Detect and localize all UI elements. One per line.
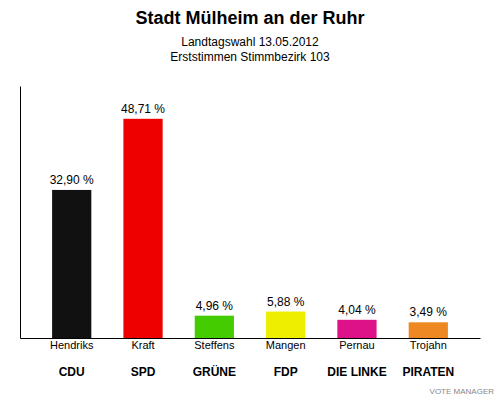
bar: [52, 190, 91, 338]
annotation: VOTE MANAGER: [430, 387, 495, 396]
data-labels: 32,90 % 48,71 % 4,96 % 5,88 % 4,04 % 3,49 %: [50, 102, 448, 319]
data-label: 3,49 %: [410, 305, 448, 319]
x-tick: Trojahn: [410, 339, 447, 351]
party-label: DIE LINKE: [327, 365, 386, 379]
bar: [123, 119, 162, 338]
party-label: SPD: [131, 365, 156, 379]
x-tick: Kraft: [131, 339, 154, 351]
party-label: PIRATEN: [402, 365, 454, 379]
data-label: 4,04 %: [338, 303, 376, 317]
x-tick-label: Kraft: [131, 339, 154, 351]
y-axis: [20, 87, 21, 339]
subtitle: Erststimmen Stimmbezirk 103: [170, 50, 330, 64]
bars: [52, 119, 448, 338]
x-tick-label: Pernau: [339, 339, 374, 351]
party-label: GRÜNE: [193, 364, 236, 379]
party-label: CDU: [59, 365, 85, 379]
x-tick: Hendriks: [50, 339, 94, 351]
chart-svg: Stadt Mülheim an der Ruhr Landtagswahl 13…: [0, 0, 500, 400]
data-label: 32,90 %: [50, 173, 94, 187]
x-tick-label: Trojahn: [410, 339, 447, 351]
party-labels: CDU SPD GRÜNE FDP DIE LINKE PIRATEN: [59, 364, 454, 379]
bar: [409, 322, 448, 338]
bar: [195, 316, 234, 338]
data-label: 5,88 %: [267, 295, 305, 309]
party-label: FDP: [274, 365, 298, 379]
x-tick-label: Mangen: [266, 339, 306, 351]
bar: [337, 320, 376, 338]
x-tick: Steffens: [194, 339, 235, 351]
x-tick-label: Hendriks: [50, 339, 94, 351]
title: Stadt Mülheim an der Ruhr: [135, 8, 364, 28]
data-label: 4,96 %: [196, 299, 234, 313]
chart-container: Stadt Mülheim an der Ruhr Landtagswahl 13…: [0, 0, 500, 400]
x-axis: Hendriks Kraft Steffens Mangen Pernau Trojahn: [21, 339, 481, 352]
bar: [266, 312, 305, 338]
x-tick: Pernau: [339, 339, 374, 351]
x-tick: Mangen: [266, 339, 306, 351]
subtitle: Landtagswahl 13.05.2012: [181, 35, 319, 49]
plot-area: Hendriks Kraft Steffens Mangen Pernau Trojahn…: [21, 87, 481, 380]
data-label: 48,71 %: [121, 102, 165, 116]
y-axis-line: [20, 87, 21, 339]
x-tick-label: Steffens: [194, 339, 235, 351]
